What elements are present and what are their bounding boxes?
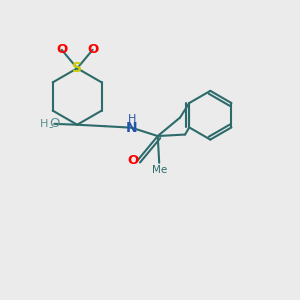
Text: Me: Me xyxy=(152,165,167,175)
Text: O: O xyxy=(87,43,98,56)
Text: -: - xyxy=(49,121,53,134)
Text: S: S xyxy=(72,61,82,75)
Text: O: O xyxy=(50,117,60,130)
Text: O: O xyxy=(56,43,67,56)
Text: N: N xyxy=(126,121,137,135)
Text: O: O xyxy=(128,154,139,167)
Text: H: H xyxy=(128,114,136,124)
Text: H: H xyxy=(40,119,49,129)
